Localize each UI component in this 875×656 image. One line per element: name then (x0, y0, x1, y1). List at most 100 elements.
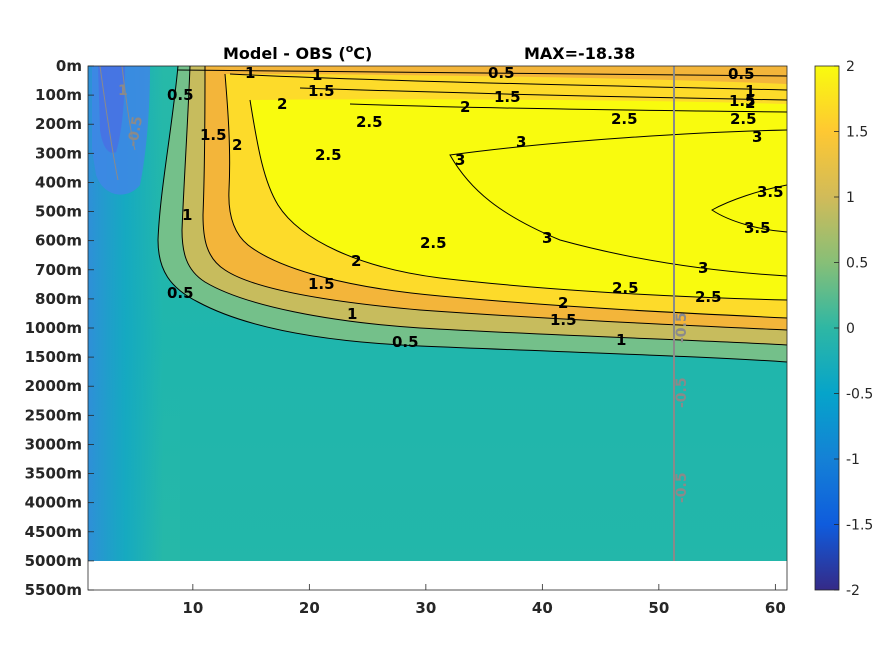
y-tick-label: 0m (56, 57, 82, 75)
x-tick-label: 50 (648, 599, 669, 617)
contour-label: 1.5 (494, 88, 521, 106)
contour-label: 0.5 (167, 86, 194, 104)
contour-label: 1 (182, 206, 192, 224)
colorbar-tick-label: -1 (846, 452, 860, 468)
title-unit-end: C) (353, 44, 372, 63)
field-band-2.5 (250, 99, 787, 300)
contour-label: 2 (745, 94, 755, 112)
contour-line-1 (181, 66, 787, 346)
contour-label: 3 (542, 229, 552, 247)
contour-label: 1 (745, 82, 755, 100)
contour-label: 1 (616, 331, 626, 349)
contour-label: 3.5 (744, 219, 771, 237)
field-surface-cold-core (98, 66, 125, 153)
contour-line-surface-2 (349, 103, 787, 113)
contour-label: 2.5 (315, 146, 342, 164)
contour-lines (157, 66, 787, 363)
colorbar-tick-label: 1.5 (846, 125, 868, 141)
y-tick-label: 200m (35, 115, 82, 133)
colorbar-tick-label: 1 (846, 190, 855, 206)
contour-line-3 (449, 129, 787, 277)
contour-label: 0.5 (167, 284, 194, 302)
max-label: MAX=-18.38 (524, 44, 635, 63)
contour-line-3.5 (711, 184, 787, 233)
contour-label: 1 (312, 66, 322, 84)
contour-label: 1.5 (729, 92, 756, 110)
contour-label: 2.5 (612, 279, 639, 297)
y-tick-label: 1000m (25, 319, 82, 337)
grey-contour-left (99, 66, 119, 181)
title-text: Model - OBS ( (223, 44, 346, 63)
x-axis: 10 20 30 40 50 60 (182, 584, 786, 617)
y-tick-label: 4500m (25, 523, 82, 541)
x-tick-label: 10 (182, 599, 203, 617)
y-tick-label: 4000m (25, 494, 82, 512)
contour-label: 3 (698, 259, 708, 277)
y-tick-label: 5000m (25, 552, 82, 570)
contour-label: 3 (516, 133, 526, 151)
colorbar-tick-label: 0.5 (846, 256, 868, 272)
contour-label: 3 (752, 128, 762, 146)
contour-label: 2.5 (356, 113, 383, 131)
contour-line-0.5 (157, 66, 787, 363)
contour-label: 2 (558, 294, 568, 312)
y-tick-label: 2500m (25, 406, 82, 424)
grey-contour-left-2 (121, 66, 136, 151)
heatmap-field (88, 66, 787, 561)
colorbar-tick-label: 0 (846, 321, 855, 337)
y-tick-label: 100m (35, 86, 82, 104)
contour-label: 0.5 (488, 64, 515, 82)
contour-label: 2 (351, 252, 361, 270)
contour-label: 1 (347, 305, 357, 323)
contour-label: 1.5 (308, 275, 335, 293)
contour-label: 2 (232, 136, 242, 154)
title-degree-sup: o (346, 42, 354, 55)
x-tick-label: 30 (415, 599, 436, 617)
colorbar-tick-label: -2 (846, 583, 860, 599)
y-tick-label: 600m (35, 232, 82, 250)
colorbar-ticks: 2 1.5 1 0.5 0 -0.5 -1 -1.5 -2 (834, 59, 873, 599)
grey-contour-label: -0.5 (674, 472, 690, 503)
contour-label: 2.5 (611, 110, 638, 128)
contour-label: 1.5 (550, 311, 577, 329)
contour-line-surface-1 (229, 73, 787, 91)
x-tick-label: 60 (765, 599, 786, 617)
contour-label: 3 (455, 151, 465, 169)
contour-line-1.5 (202, 66, 787, 331)
grey-contours (99, 66, 136, 181)
y-tick-label: 700m (35, 261, 82, 279)
contour-label: 1 (245, 64, 255, 82)
grey-contour-label: -0.5 (674, 377, 690, 408)
contour-line-2.5 (249, 99, 787, 301)
contour-line-2 (224, 73, 787, 319)
y-tick-label: 3500m (25, 465, 82, 483)
y-tick-label: 400m (35, 173, 82, 191)
contour-label: 2.5 (730, 110, 757, 128)
contour-label: 2 (277, 95, 287, 113)
colorbar-tick-label: -0.5 (846, 387, 873, 403)
grey-contour-label: -0.5 (674, 312, 690, 343)
x-tick-label: 20 (299, 599, 320, 617)
y-tick-label: 500m (35, 203, 82, 221)
y-tick-label: 5500m (25, 581, 82, 599)
y-tick-label: 300m (35, 144, 82, 162)
contour-label: 1.5 (308, 82, 335, 100)
contour-label: 0.5 (392, 333, 419, 351)
colorbar-tick-label: 2 (846, 59, 855, 75)
contour-label: 3.5 (757, 183, 784, 201)
x-tick-label: 40 (532, 599, 553, 617)
y-tick-label: 2000m (25, 377, 82, 395)
colorbar-tick-label: -1.5 (846, 518, 873, 534)
y-tick-label: 800m (35, 290, 82, 308)
y-axis: 0m 100m 200m 300m 400m 500m 600m 700m 800m 1000m 1… (25, 57, 94, 599)
contour-label: 0.5 (728, 65, 755, 83)
grey-contour-label: 1 (118, 83, 128, 99)
y-tick-label: 3000m (25, 435, 82, 453)
grey-contour-label: -0.5 (125, 115, 146, 148)
contour-label: 2.5 (420, 234, 447, 252)
contour-labels: 0.5 0.5 0.5 0.5 0.5 1 1 1 1 1 1 1.5 1.5 … (167, 64, 784, 351)
contour-label: 1.5 (200, 126, 227, 144)
chart-title: Model - OBS (oC) (223, 42, 372, 63)
y-tick-label: 1500m (25, 348, 82, 366)
